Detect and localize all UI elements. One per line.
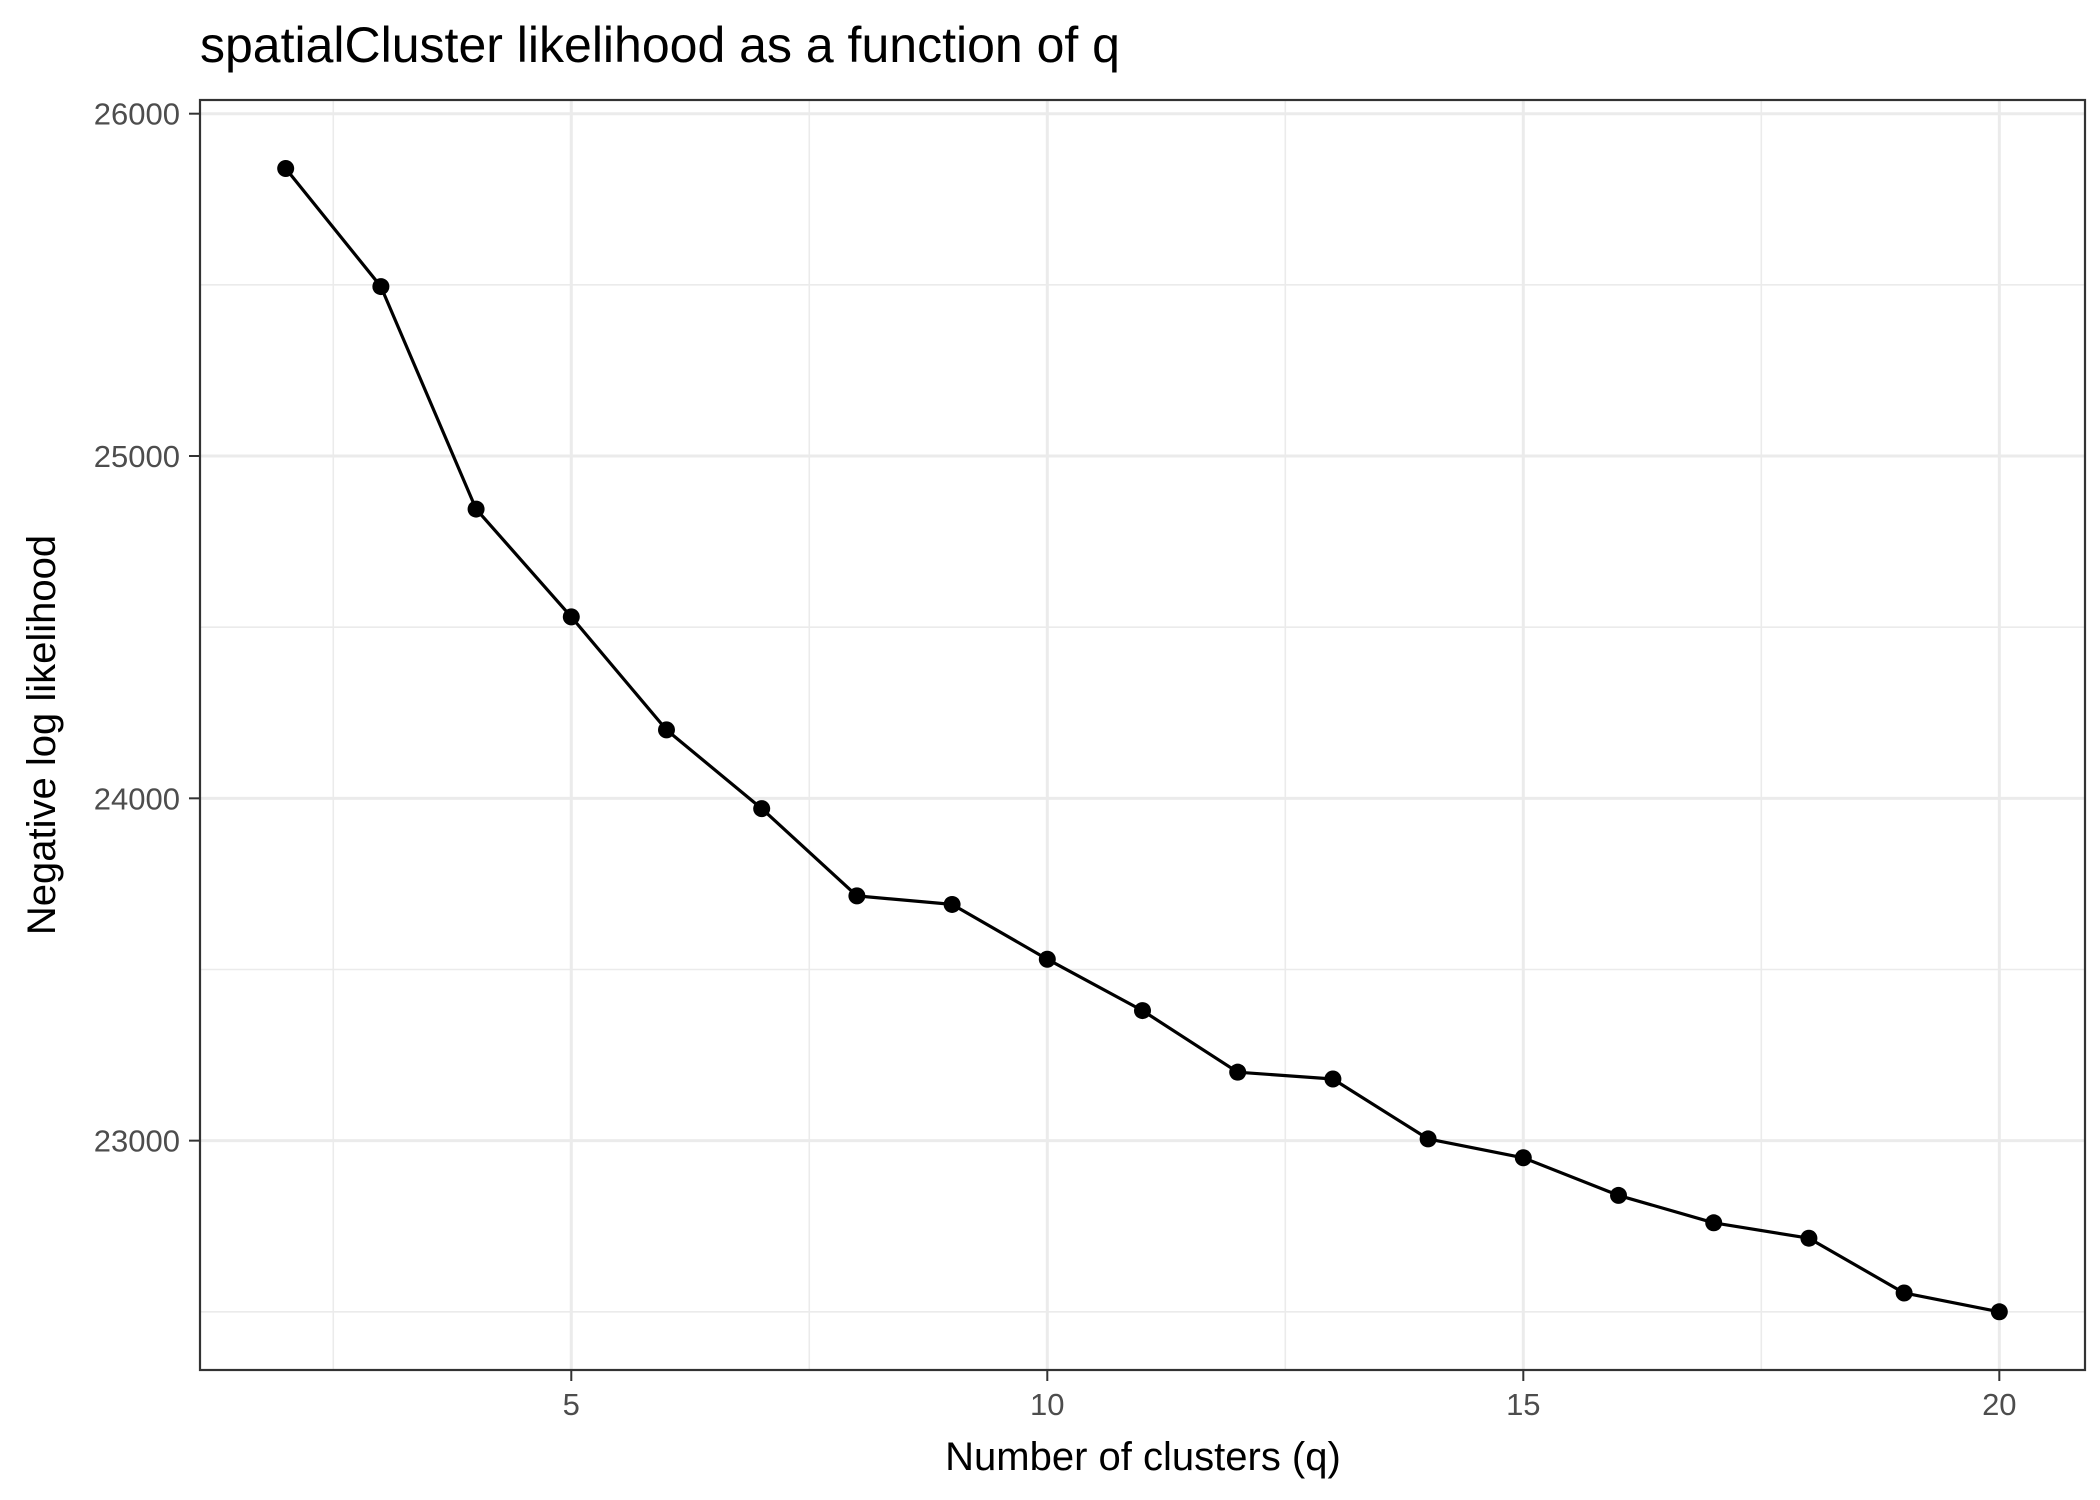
data-point — [277, 159, 295, 177]
data-point — [467, 500, 485, 518]
x-tick-label: 15 — [1506, 1387, 1540, 1422]
x-axis-title: Number of clusters (q) — [945, 1435, 1341, 1479]
x-tick-label: 5 — [563, 1387, 580, 1422]
y-tick-label: 25000 — [94, 439, 180, 474]
data-point — [1990, 1303, 2008, 1321]
data-series — [277, 159, 2008, 1321]
axis-ticks: 5 10 15 20 23000 24000 25000 26000 — [94, 97, 2017, 1422]
data-point — [1895, 1284, 1913, 1302]
data-point — [1324, 1070, 1342, 1088]
data-point — [943, 895, 961, 913]
data-point — [657, 721, 675, 739]
grid-lines — [200, 100, 2085, 1370]
chart-title: spatialCluster likelihood as a function … — [200, 17, 1120, 73]
y-tick-label: 24000 — [94, 781, 180, 816]
y-axis-title: Negative log likelihood — [20, 535, 64, 935]
data-point — [753, 800, 771, 818]
data-point — [1229, 1063, 1247, 1081]
plot-panel-border — [198, 98, 2087, 1372]
data-point — [1800, 1229, 1818, 1247]
x-tick-label: 10 — [1030, 1387, 1064, 1422]
data-point — [1038, 950, 1056, 968]
data-point — [562, 608, 580, 626]
data-point — [848, 887, 866, 905]
data-point — [1705, 1214, 1723, 1232]
y-tick-label: 23000 — [94, 1124, 180, 1159]
data-point — [1610, 1186, 1628, 1204]
x-tick-label: 20 — [1982, 1387, 2016, 1422]
data-point — [1134, 1002, 1151, 1020]
data-point — [372, 278, 390, 296]
y-tick-label: 26000 — [94, 97, 180, 132]
data-point — [1419, 1130, 1437, 1148]
data-point — [1514, 1149, 1532, 1167]
